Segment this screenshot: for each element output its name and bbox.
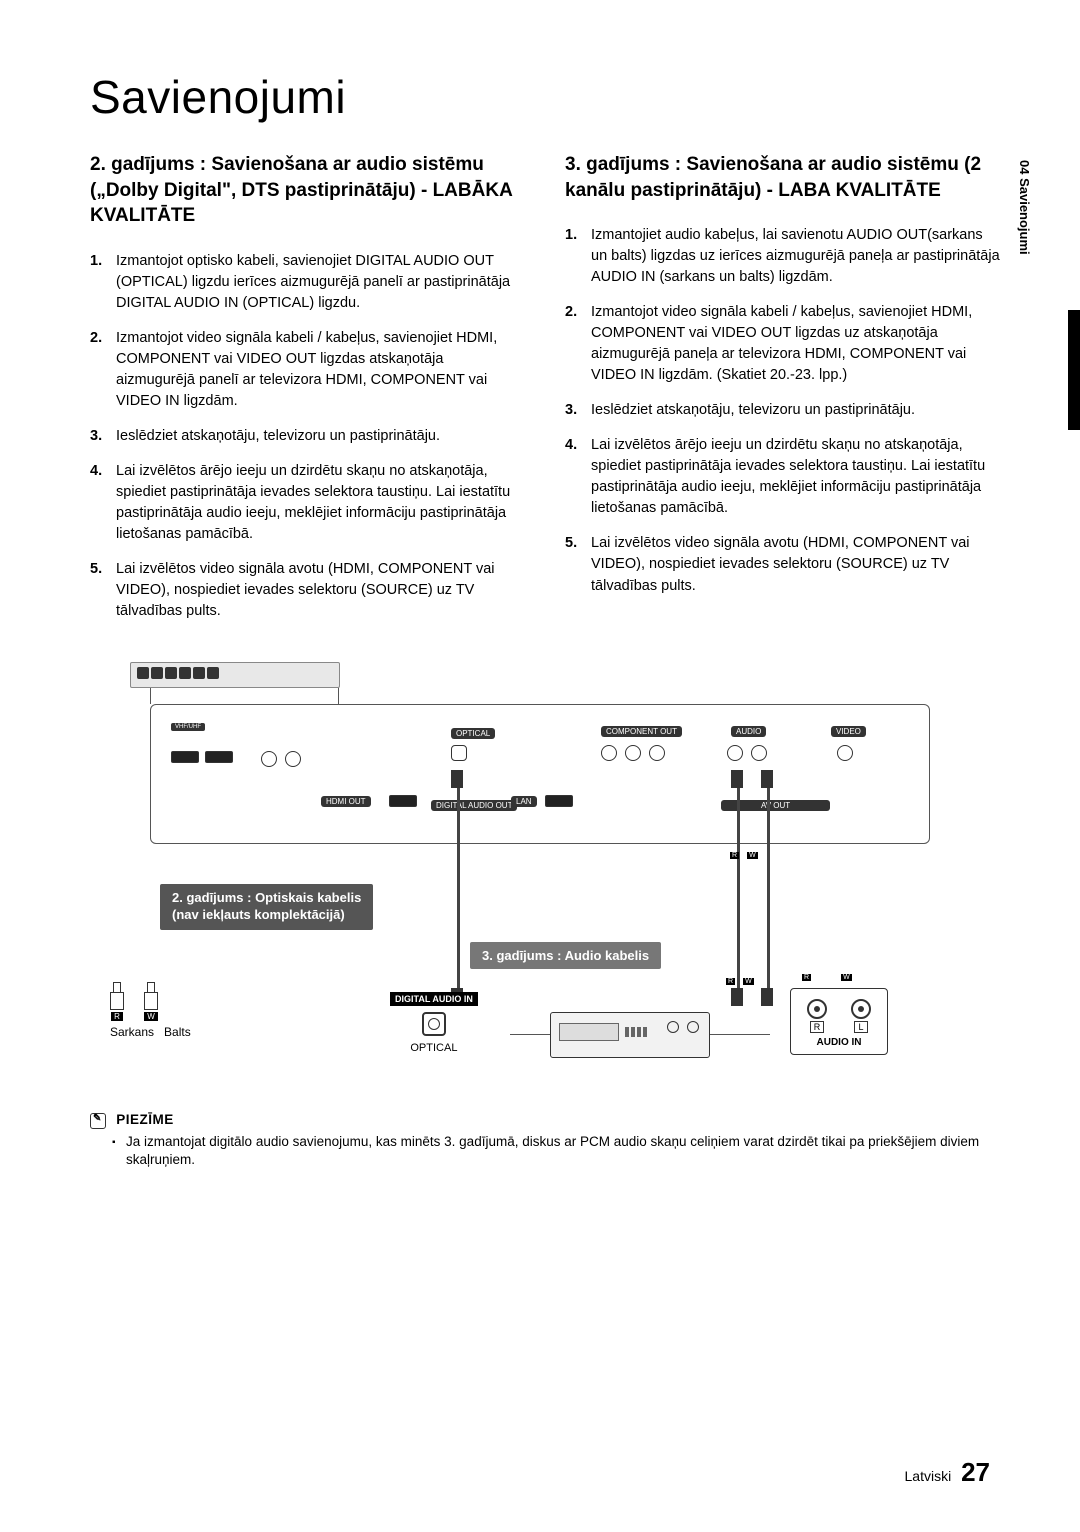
rear-panel: VHF/UHF HDMI OUT OPTICAL DIGITAL AUDIO O…: [150, 704, 930, 844]
port-icon: [625, 745, 641, 761]
cable-plug-icon: [731, 770, 743, 788]
content-columns: 2. gadījums : Savienošana ar audio sistē…: [90, 152, 1000, 636]
side-chapter-label: 04 Savienojumi: [1017, 160, 1032, 255]
audio-cable-w: [767, 772, 770, 1002]
vhf-label: VHF/UHF: [171, 723, 205, 731]
sarkans-label: Sarkans: [110, 1025, 154, 1039]
r-tag: R: [802, 974, 811, 981]
digital-audio-in-label: DIGITAL AUDIO IN: [390, 992, 478, 1006]
w-tag: W: [144, 1012, 158, 1021]
port-icon: [649, 745, 665, 761]
list-item: Lai izvēlētos ārējo ieeju un dzirdētu sk…: [90, 461, 525, 545]
w-tag: W: [743, 978, 754, 985]
component-label: COMPONENT OUT: [601, 726, 682, 737]
footer-language: Latviski: [905, 1468, 952, 1484]
cable-plug-icon: [761, 770, 773, 788]
list-item: Lai izvēlētos ārējo ieeju un dzirdētu sk…: [565, 435, 1000, 519]
left-column: 2. gadījums : Savienošana ar audio sistē…: [90, 152, 525, 636]
case3-list: Izmantojiet audio kabeļus, lai savienotu…: [565, 225, 1000, 596]
w-tag: W: [747, 852, 758, 859]
cable-plug-icon: [731, 988, 743, 1006]
video-label: VIDEO: [831, 726, 866, 737]
balts-label: Balts: [164, 1025, 191, 1039]
port-icon: [205, 751, 233, 763]
audio-cable-r: [737, 772, 740, 1002]
list-item: Lai izvēlētos video signāla avotu (HDMI,…: [565, 533, 1000, 596]
right-column: 3. gadījums : Savienošana ar audio sistē…: [565, 152, 1000, 636]
list-item: Izmantojot video signāla kabeli / kabeļu…: [565, 302, 1000, 386]
case2-cable-label: 2. gadījums : Optiskais kabelis (nav iek…: [160, 884, 373, 930]
amplifier-icon: [550, 1012, 710, 1058]
connection-diagram: VHF/UHF HDMI OUT OPTICAL DIGITAL AUDIO O…: [90, 662, 990, 1092]
side-tab-marker: [1068, 310, 1080, 430]
port-icon: [751, 745, 767, 761]
rca-plug-icon: W: [144, 982, 158, 1021]
case2-list: Izmantojot optisko kabeli, savienojiet D…: [90, 251, 525, 622]
lan-port-icon: [545, 795, 573, 807]
optical-label: OPTICAL: [410, 1042, 457, 1054]
case3-cable-label: 3. gadījums : Audio kabelis: [470, 942, 661, 969]
list-item: Izmantojiet audio kabeļus, lai savienotu…: [565, 225, 1000, 288]
device-top-view: [130, 662, 340, 688]
port-icon: [285, 751, 301, 767]
note-icon: [90, 1113, 106, 1129]
page-footer: Latviski 27: [905, 1457, 991, 1488]
l-label: L: [854, 1021, 867, 1033]
note-body: Ja izmantojat digitālo audio savienojumu…: [90, 1133, 1000, 1171]
audio-in-label: AUDIO IN: [817, 1037, 862, 1048]
optical-cable: [457, 772, 460, 1002]
list-item: Izmantojot video signāla kabeli / kabeļu…: [90, 328, 525, 412]
audio-label: AUDIO: [731, 726, 766, 737]
note-heading: PIEZĪME: [116, 1112, 174, 1127]
rca-left-block: R W Sarkans Balts: [110, 982, 191, 1039]
page-number: 27: [961, 1457, 990, 1487]
hdmi-label: HDMI OUT: [321, 796, 371, 807]
lan-label: LAN: [511, 796, 537, 807]
r-tag: R: [726, 978, 735, 985]
cable-plug-icon: [761, 988, 773, 1006]
hdmi-port-icon: [389, 795, 417, 807]
optical-receiver: DIGITAL AUDIO IN OPTICAL: [390, 992, 478, 1054]
optical-port-icon: [451, 745, 467, 761]
list-item: Izmantojot optisko kabeli, savienojiet D…: [90, 251, 525, 314]
case3-heading: 3. gadījums : Savienošana ar audio sistē…: [565, 152, 1000, 203]
dao-label: DIGITAL AUDIO OUT: [431, 800, 517, 811]
port-icon: [171, 751, 199, 763]
jack-icon: L: [851, 999, 871, 1033]
jack-icon: R: [807, 999, 827, 1033]
list-item: Lai izvēlētos video signāla avotu (HDMI,…: [90, 559, 525, 622]
w-tag: W: [841, 974, 852, 981]
case2-cable-label-line2: (nav iekļauts komplektācijā): [172, 907, 361, 924]
list-item: Ieslēdziet atskaņotāju, televizoru un pa…: [90, 426, 525, 447]
list-item: Ieslēdziet atskaņotāju, televizoru un pa…: [565, 400, 1000, 421]
r-label: R: [810, 1021, 825, 1033]
cable-plug-icon: [451, 770, 463, 788]
rca-plug-icon: R: [110, 982, 124, 1021]
r-tag: R: [111, 1012, 123, 1021]
optical-port-icon: [422, 1012, 446, 1036]
port-icon: [261, 751, 277, 767]
port-icon: [837, 745, 853, 761]
audio-in-block: R L AUDIO IN: [790, 988, 888, 1055]
case2-cable-label-line1: 2. gadījums : Optiskais kabelis: [172, 890, 361, 907]
optical-label: OPTICAL: [451, 728, 495, 739]
r-tag: R: [730, 852, 739, 859]
port-icon: [601, 745, 617, 761]
case2-heading: 2. gadījums : Savienošana ar audio sistē…: [90, 152, 525, 229]
port-icon: [727, 745, 743, 761]
page-title: Savienojumi: [90, 70, 1000, 124]
note-section: PIEZĪME Ja izmantojat digitālo audio sav…: [90, 1112, 1000, 1170]
